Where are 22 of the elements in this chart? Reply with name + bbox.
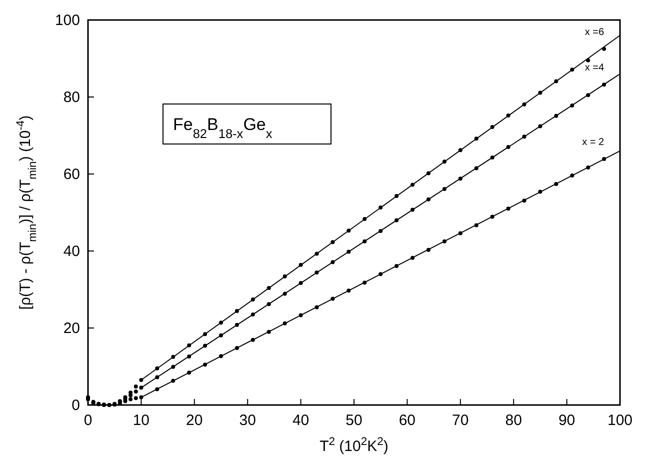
x-tick-label: 0 bbox=[84, 412, 92, 429]
x-tick-label: 70 bbox=[452, 412, 469, 429]
y-tick-label: 100 bbox=[54, 12, 80, 29]
x-tick-label: 80 bbox=[505, 412, 522, 429]
x-tick-label: 10 bbox=[132, 412, 150, 429]
series-label: x =6 bbox=[584, 26, 604, 38]
series-label: x = 2 bbox=[582, 136, 604, 148]
y-tick-label: 80 bbox=[63, 89, 80, 106]
x-tick-label: 60 bbox=[398, 412, 416, 429]
x-tick-label: 50 bbox=[346, 412, 362, 429]
y-tick-label: 0 bbox=[72, 397, 80, 414]
x-tick-label: 40 bbox=[292, 412, 310, 429]
x-tick-label: 20 bbox=[186, 412, 203, 429]
x-tick-label: 30 bbox=[239, 412, 256, 429]
y-tick-label: 40 bbox=[63, 243, 80, 260]
y-tick-label: 60 bbox=[63, 166, 80, 183]
annotation: Fe$_{82}$B$_{18-x}$Ge$_{x}$ bbox=[173, 115, 273, 140]
y-tick-label: 20 bbox=[63, 320, 80, 337]
series-label: x =4 bbox=[584, 62, 604, 74]
x-axis-title: T$^{2}$ (10$^{2}$K$^{2}$) bbox=[320, 436, 388, 455]
x-tick-label: 90 bbox=[558, 412, 576, 429]
x-tick-label: 100 bbox=[607, 412, 633, 429]
